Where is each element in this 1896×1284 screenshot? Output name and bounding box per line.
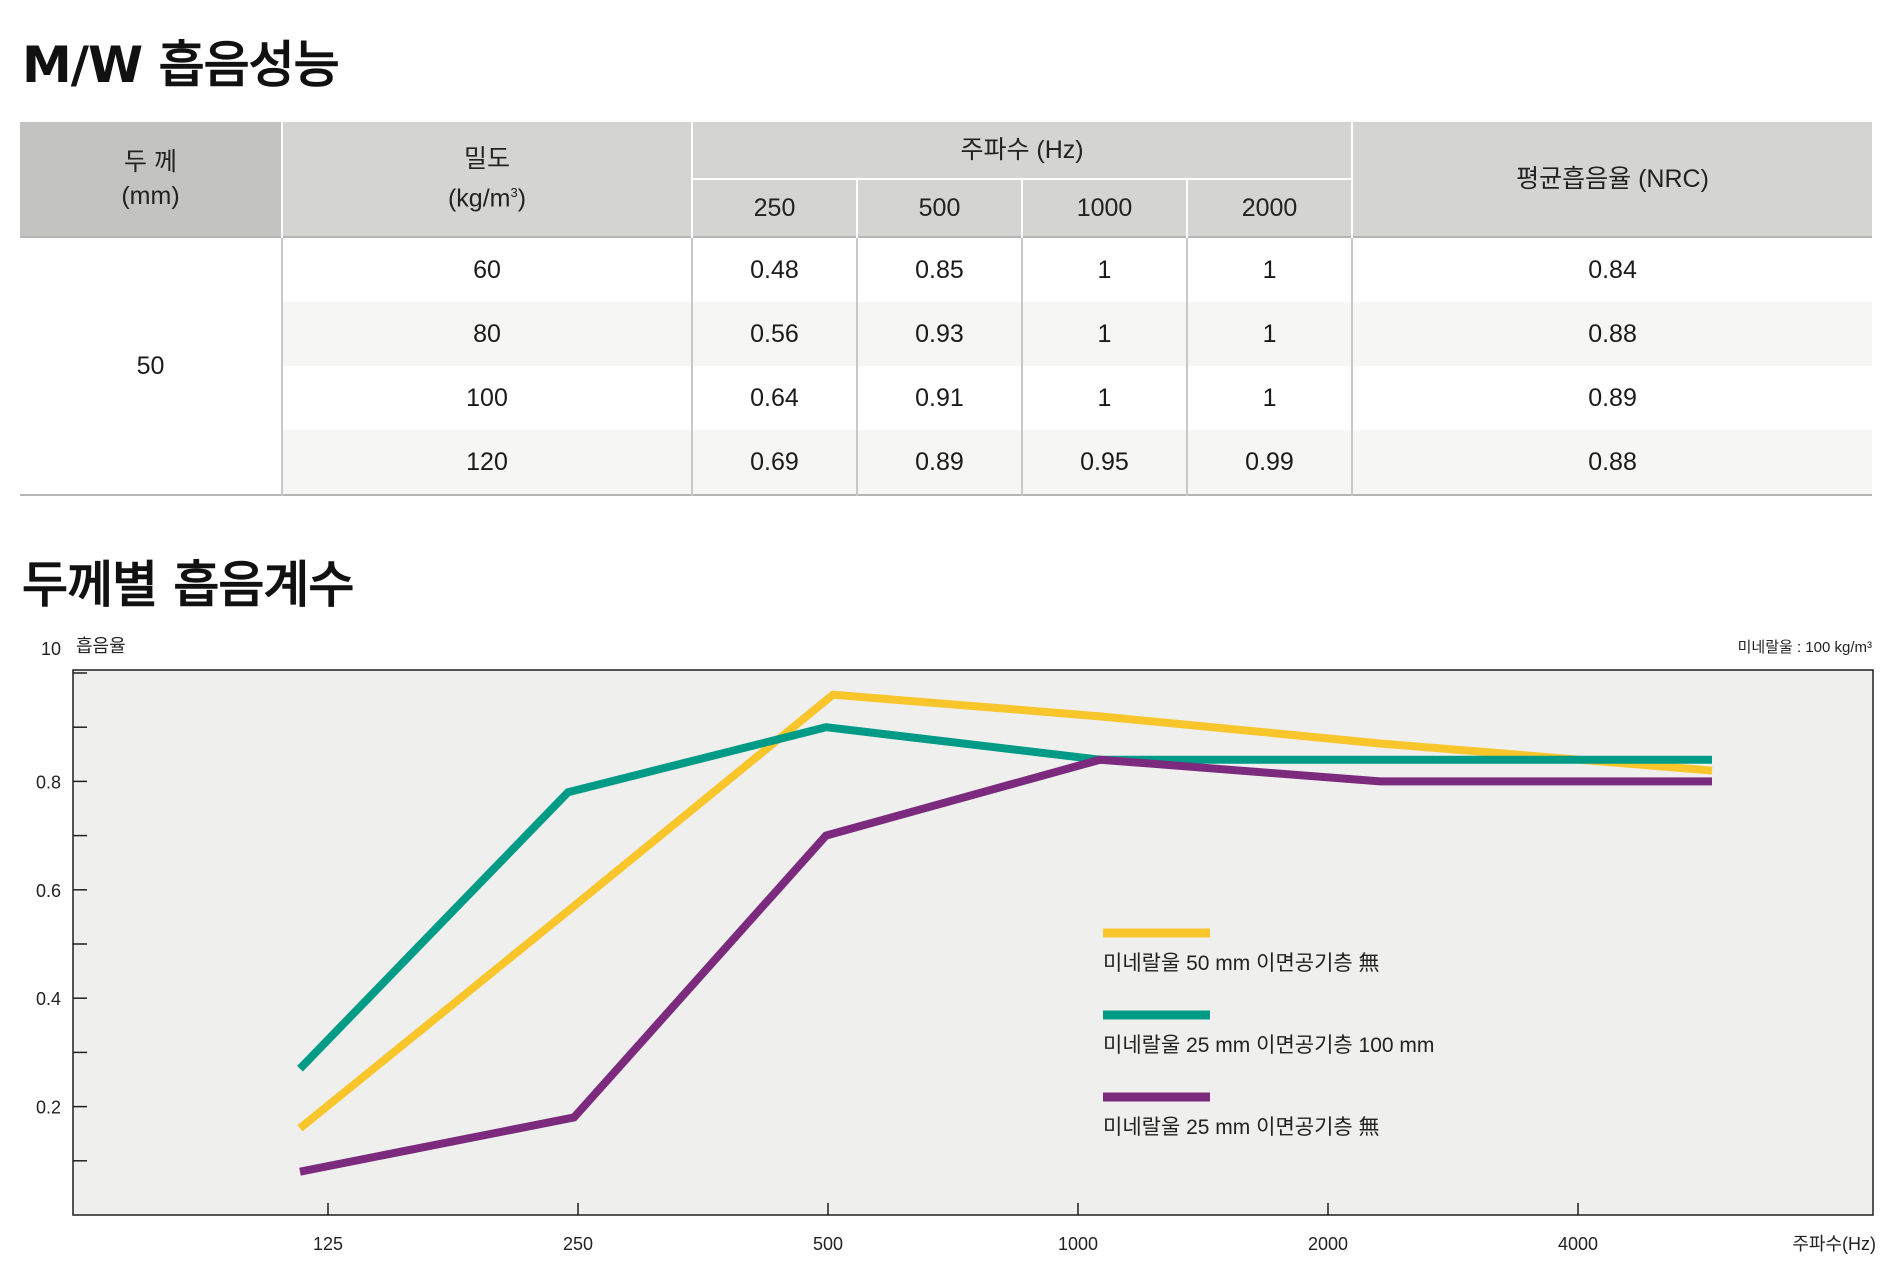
- density-cell: 80: [282, 302, 693, 366]
- header-freq-1000: 1000: [1022, 179, 1188, 237]
- table-row: 80 0.56 0.93 1 1 0.88: [20, 302, 1873, 366]
- header-freq-2000: 2000: [1187, 179, 1354, 237]
- absorption-table: 두 께 (mm) 밀도 (kg/m3) 주파수 (Hz) 평균흡음율 (NRC)…: [20, 122, 1873, 496]
- material-note: 미네랄울 : 100 kg/m³: [1738, 639, 1872, 656]
- value-cell: 0.93: [857, 302, 1023, 366]
- header-thickness-unit: (mm): [121, 182, 180, 210]
- value-cell: 1: [1187, 302, 1354, 366]
- legend-label: 미네랄울 50 mm 이면공기층 無: [1103, 952, 1380, 975]
- header-thickness: 두 께 (mm): [20, 122, 283, 237]
- x-axis-label: 주파수(Hz): [1792, 1234, 1876, 1254]
- value-cell: 0.85: [857, 237, 1023, 302]
- value-cell: 1: [1187, 366, 1354, 430]
- value-cell: 1: [1022, 237, 1188, 302]
- header-frequency: 주파수 (Hz): [692, 122, 1354, 180]
- value-cell: 0.99: [1187, 430, 1354, 495]
- header-density: 밀도 (kg/m3): [282, 122, 693, 237]
- nrc-cell: 0.89: [1588, 383, 1637, 412]
- value-cell: 1: [1022, 366, 1188, 430]
- value-cell: 0.89: [857, 430, 1023, 495]
- legend-label: 미네랄울 25 mm 이면공기층 無: [1103, 1116, 1380, 1139]
- y-tick-label: 0.6: [36, 881, 61, 901]
- legend-label: 미네랄울 25 mm 이면공기층 100 mm: [1103, 1034, 1434, 1057]
- table-row: 50 60 0.48 0.85 1 1 0.84: [20, 237, 1872, 495]
- x-tick-label: 250: [563, 1234, 593, 1254]
- value-cell: 1: [1022, 302, 1188, 366]
- x-tick-label: 4000: [1558, 1234, 1598, 1254]
- x-tick-label: 2000: [1308, 1234, 1348, 1254]
- chart-title: 두께별 흡음계수: [22, 556, 354, 614]
- header-thickness-label: 두 께: [124, 148, 177, 176]
- value-cell: 0.48: [692, 237, 858, 302]
- absorption-chart: 10 0.8 0.6 0.4 0.2 125 250 500 1000 2000 4000 미네랄…: [36, 636, 1876, 1254]
- y-axis-label: 흡음율: [76, 636, 126, 656]
- y-tick-label: 0.8: [36, 772, 61, 792]
- density-cell: 100: [282, 366, 693, 430]
- header-density-unit: (kg/m3): [447, 184, 527, 213]
- value-cell: 1: [1187, 237, 1354, 302]
- x-tick-label: 1000: [1058, 1234, 1098, 1254]
- header-nrc: 평균흡음율 (NRC): [1352, 122, 1873, 237]
- y-tick-label: 10: [41, 639, 61, 659]
- series-line: [299, 755, 1712, 1176]
- table-row: 100 0.64 0.91 1 1 0.89: [20, 366, 1872, 430]
- value-cell: 0.95: [1022, 430, 1188, 495]
- series-line: [297, 690, 1713, 1132]
- header-density-label: 밀도: [463, 145, 510, 174]
- header-freq-250: 250: [692, 179, 858, 237]
- thickness-cell: 50: [20, 237, 283, 495]
- value-cell: 0.64: [692, 366, 858, 430]
- value-cell: 0.56: [692, 302, 858, 366]
- y-tick-label: 0.4: [36, 989, 61, 1009]
- series-lines: [297, 690, 1713, 1176]
- value-cell: 0.91: [857, 366, 1023, 430]
- series-line: [297, 723, 1712, 1072]
- nrc-cell: 0.84: [1588, 255, 1637, 284]
- plot-area: [72, 669, 1874, 1216]
- x-axis: 125 250 500 1000 2000 4000: [313, 1203, 1598, 1254]
- y-axis: 10 0.8 0.6 0.4 0.2: [36, 639, 87, 1162]
- y-tick-label: 0.2: [36, 1098, 61, 1118]
- x-tick-label: 125: [313, 1234, 343, 1254]
- nrc-cell: 0.88: [1352, 302, 1873, 366]
- table-title: M/W 흡음성능: [22, 36, 340, 94]
- legend: 미네랄울 50 mm 이면공기층 無 미네랄울 25 mm 이면공기층 100 m…: [1103, 928, 1434, 1139]
- value-cell: 0.69: [692, 430, 858, 495]
- nrc-cell: 0.88: [1352, 430, 1873, 495]
- table-row: 120 0.69 0.89 0.95 0.99 0.88: [20, 430, 1873, 495]
- density-cell: 60: [282, 237, 693, 302]
- x-tick-label: 500: [813, 1234, 843, 1254]
- density-cell: 120: [282, 430, 693, 495]
- header-freq-500: 500: [857, 179, 1023, 237]
